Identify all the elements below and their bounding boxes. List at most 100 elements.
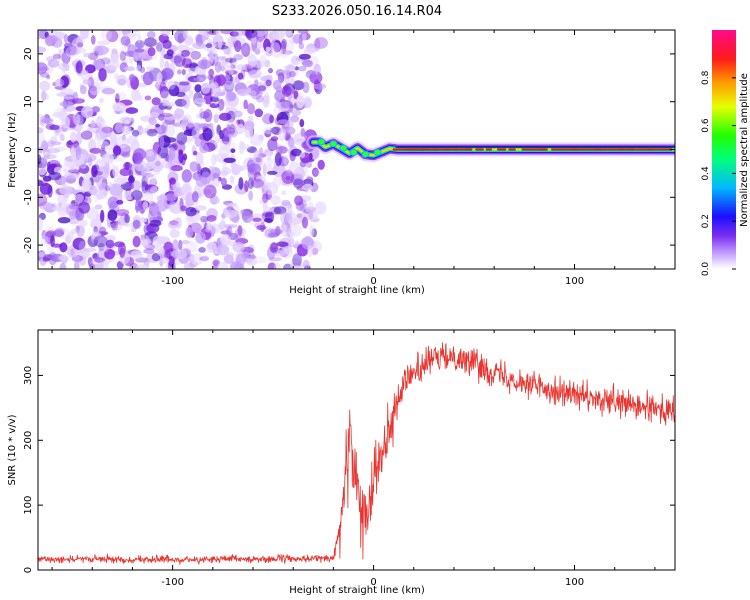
noise-blob xyxy=(254,48,261,55)
noise-blob xyxy=(221,163,228,178)
noise-blob xyxy=(269,114,274,124)
noise-blob xyxy=(247,54,258,68)
noise-blob xyxy=(276,241,289,247)
noise-blob xyxy=(157,114,165,121)
noise-blob xyxy=(225,57,237,63)
noise-blob xyxy=(165,161,171,169)
snr-axes: -100 0 100 0 100 200 300 xyxy=(23,330,675,588)
noise-blob xyxy=(238,177,244,190)
noise-blob xyxy=(273,262,281,269)
snr-panel: -100 0 100 0 100 200 300 Height of straight li… xyxy=(7,329,676,596)
noise-blob xyxy=(217,37,223,50)
noise-blob xyxy=(175,216,183,230)
noise-blob xyxy=(176,115,189,128)
noise-blob xyxy=(74,260,80,269)
noise-blob xyxy=(247,163,262,175)
noise-blob xyxy=(173,186,182,197)
noise-blob xyxy=(241,42,251,57)
noise-blob xyxy=(271,242,278,251)
noise-blob xyxy=(247,103,255,115)
noise-blob xyxy=(136,264,150,269)
noise-blob xyxy=(43,154,57,160)
noise-blob xyxy=(54,107,66,119)
noise-blob xyxy=(104,248,115,260)
noise-blob xyxy=(38,217,44,231)
noise-blob xyxy=(101,88,116,95)
noise-blob xyxy=(244,120,255,131)
noise-blob xyxy=(197,73,208,82)
noise-blob xyxy=(82,153,97,162)
noise-blob xyxy=(224,128,238,138)
noise-blob xyxy=(175,51,182,56)
noise-blob xyxy=(302,259,310,269)
noise-blob xyxy=(46,75,51,80)
noise-blob xyxy=(111,221,118,231)
ridge-blob xyxy=(329,140,338,148)
noise-blob xyxy=(205,43,213,49)
noise-blob xyxy=(174,98,187,107)
noise-blob xyxy=(88,157,93,167)
noise-blob xyxy=(266,170,278,175)
noise-blob xyxy=(97,166,110,180)
snr-plot-area xyxy=(38,330,675,570)
noise-blob xyxy=(192,42,206,49)
noise-blob xyxy=(62,169,68,174)
y-tick-label: 200 xyxy=(23,431,34,450)
noise-blob xyxy=(277,119,290,125)
noise-blob xyxy=(195,231,206,244)
noise-blob xyxy=(292,80,305,91)
noise-blob xyxy=(234,228,243,239)
noise-blob xyxy=(180,85,186,90)
noise-blob xyxy=(200,215,209,223)
noise-blob xyxy=(239,141,246,151)
noise-blob xyxy=(243,99,248,110)
noise-blob xyxy=(267,262,277,269)
noise-blob xyxy=(197,59,212,70)
noise-blob xyxy=(62,104,76,112)
noise-blob xyxy=(208,50,215,64)
noise-blob xyxy=(264,59,271,68)
noise-blob xyxy=(185,206,197,217)
noise-blob xyxy=(280,222,291,233)
noise-blob xyxy=(255,157,262,163)
noise-blob xyxy=(185,63,199,68)
noise-blob xyxy=(201,255,210,262)
noise-blob xyxy=(57,202,62,208)
noise-blob xyxy=(75,146,81,160)
noise-blob xyxy=(38,193,48,207)
noise-blob xyxy=(78,201,90,214)
noise-blob xyxy=(290,55,301,66)
noise-blob xyxy=(99,97,104,104)
y-tick-label: 300 xyxy=(23,366,34,385)
noise-blob xyxy=(208,68,215,77)
noise-blob xyxy=(159,112,173,118)
noise-blob xyxy=(195,176,208,187)
noise-blob xyxy=(159,193,166,204)
noise-blob xyxy=(236,119,241,125)
noise-blob xyxy=(151,253,161,262)
noise-blob xyxy=(144,53,158,61)
noise-blob xyxy=(217,98,223,104)
noise-blob xyxy=(161,257,170,264)
noise-blob xyxy=(179,81,190,86)
noise-blob xyxy=(39,235,49,246)
noise-blob xyxy=(280,100,292,109)
noise-blob xyxy=(45,34,59,44)
noise-blob xyxy=(59,262,67,269)
noise-blob xyxy=(48,171,62,181)
noise-blob xyxy=(70,248,75,256)
noise-blob xyxy=(72,112,81,126)
noise-blob xyxy=(239,251,250,262)
noise-blob xyxy=(54,187,61,196)
noise-blob xyxy=(276,249,285,259)
noise-blob xyxy=(193,77,205,82)
noise-blob xyxy=(142,201,149,211)
noise-blob xyxy=(135,39,145,49)
noise-blob xyxy=(219,141,231,151)
noise-blob xyxy=(67,231,75,240)
noise-blob xyxy=(160,46,166,57)
noise-blob xyxy=(217,98,225,111)
noise-blob xyxy=(232,241,246,253)
noise-blob xyxy=(133,166,147,177)
noise-blob xyxy=(133,152,144,165)
